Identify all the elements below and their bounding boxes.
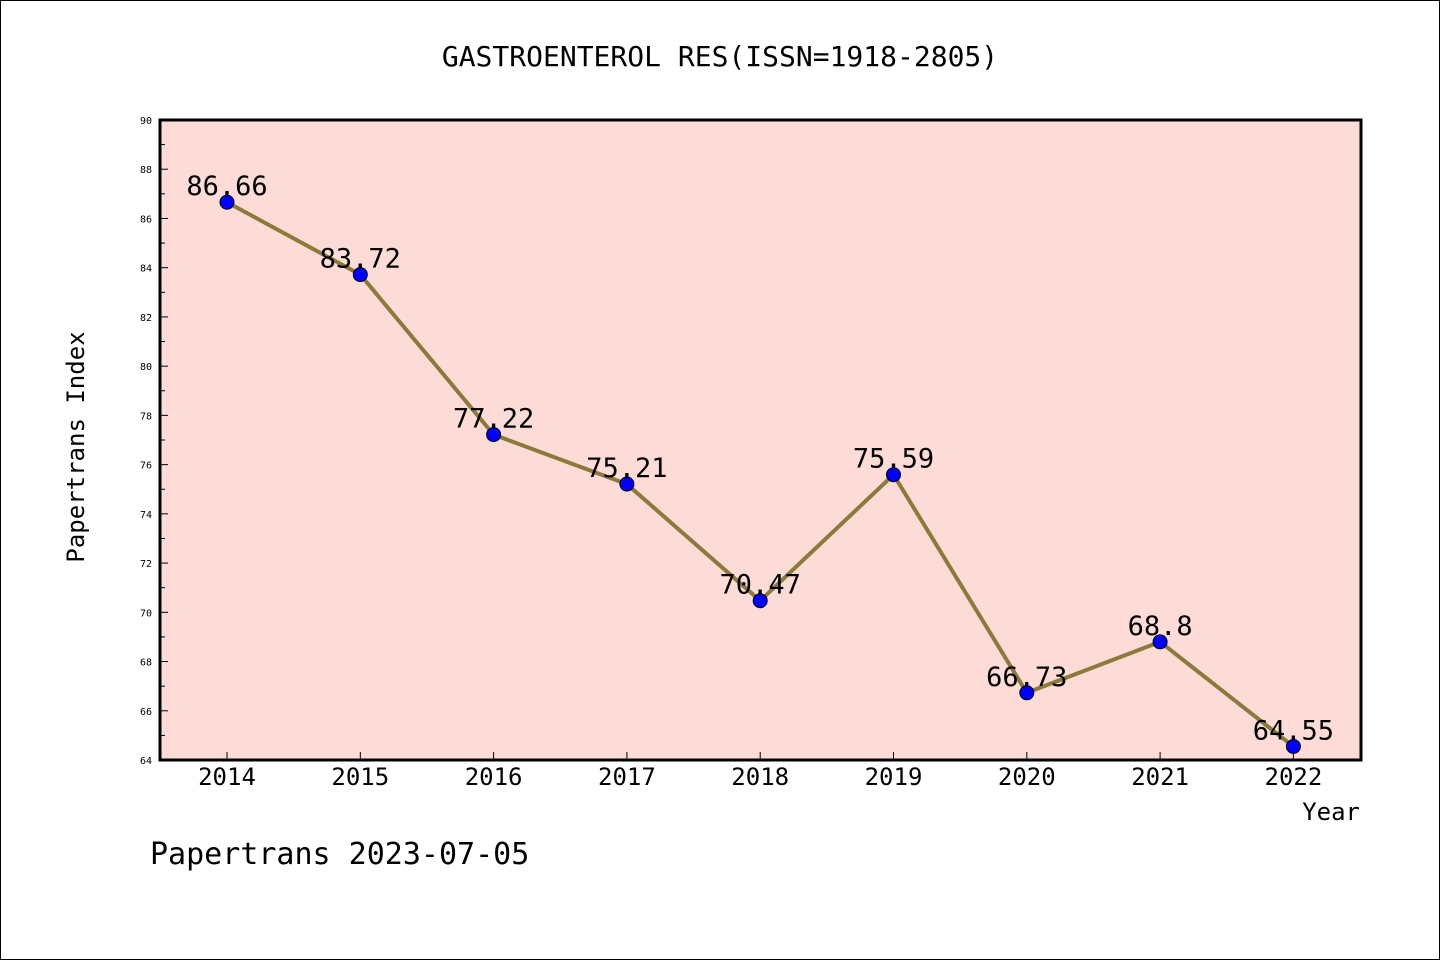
y-tick-label: 66 (140, 707, 152, 718)
data-point (752, 593, 768, 609)
y-tick-label: 90 (140, 116, 152, 127)
x-tick-label: 2021 (1131, 763, 1189, 791)
y-tick-label: 70 (140, 608, 152, 619)
y-tick-label: 64 (140, 756, 152, 767)
y-axis-ticks: 64 66 68 70 72 74 76 78 80 82 84 86 88 90 (140, 116, 168, 767)
x-tick-label: 2014 (198, 763, 256, 791)
data-label: 83.72 (320, 244, 401, 275)
data-label: 68.8 (1128, 611, 1193, 642)
x-tick-label: 2022 (1265, 763, 1323, 791)
data-label: 70.47 (720, 570, 801, 601)
plot-border (158, 118, 1363, 762)
x-tick-label: 2019 (865, 763, 923, 791)
y-tick-label: 78 (140, 411, 152, 422)
x-axis-ticks: 2014 2015 2016 2017 2018 2019 2020 2021 2022 (198, 752, 1322, 791)
data-point (1152, 634, 1168, 650)
data-label: 75.59 (853, 444, 934, 475)
x-tick-label: 2020 (998, 763, 1056, 791)
data-point (1019, 685, 1035, 701)
y-tick-label: 84 (140, 264, 152, 275)
data-label: 75.21 (586, 453, 667, 484)
data-label: 64.55 (1253, 715, 1334, 746)
chart-title: GASTROENTEROL RES(ISSN=1918-2805) (442, 40, 998, 73)
x-tick-label: 2016 (465, 763, 523, 791)
data-labels: 86.66 83.72 77.22 75.21 70.47 75.59 66.73 68.8 6… (186, 171, 1334, 746)
y-tick-label: 68 (140, 658, 152, 669)
data-point (219, 194, 235, 210)
data-label: 86.66 (186, 171, 267, 202)
plot-area (160, 120, 1361, 760)
data-point (1285, 738, 1301, 754)
x-tick-label: 2015 (331, 763, 389, 791)
x-axis-label: Year (1302, 798, 1360, 826)
data-point (619, 476, 635, 492)
y-tick-label: 82 (140, 313, 152, 324)
y-tick-label: 88 (140, 165, 152, 176)
data-point (886, 467, 901, 483)
series-markers (219, 194, 1301, 754)
y-tick-label: 74 (140, 510, 152, 521)
footer-text: Papertrans 2023-07-05 (150, 837, 529, 872)
data-point (486, 427, 502, 443)
y-tick-label: 76 (140, 461, 152, 472)
y-axis-label: Papertrans Index (62, 331, 90, 562)
y-tick-label: 80 (140, 362, 152, 373)
y-tick-label: 86 (140, 214, 152, 225)
y-tick-label: 72 (140, 559, 152, 570)
data-point (352, 267, 368, 283)
x-tick-label: 2018 (731, 763, 789, 791)
x-tick-label: 2017 (598, 763, 656, 791)
data-label: 66.73 (986, 662, 1067, 693)
data-label: 77.22 (453, 404, 534, 435)
